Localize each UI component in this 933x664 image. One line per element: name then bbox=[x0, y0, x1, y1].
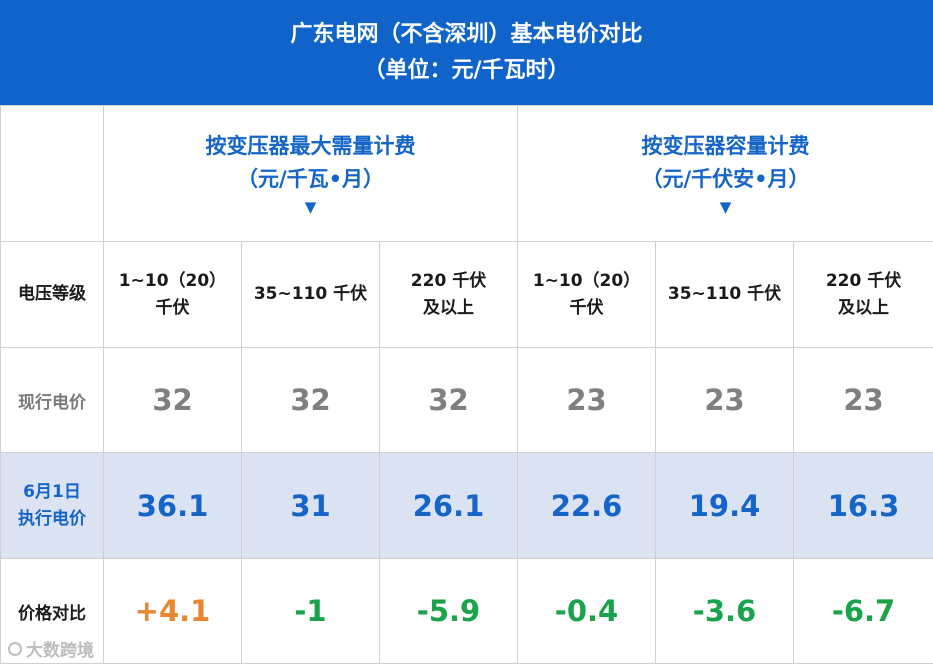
new-price-cell: 26.1 bbox=[378, 452, 519, 559]
price-diff-cell: -6.7 bbox=[793, 558, 933, 664]
voltage-level-label: 电压等级 bbox=[0, 241, 104, 348]
watermark: 大数跨境 bbox=[8, 636, 94, 661]
voltage-header-row: 电压等级 1~10（20） 千伏 35~110 千伏 220 千伏 及以上 1~10… bbox=[0, 241, 933, 348]
voltage-header-cell: 1~10（20） 千伏 bbox=[517, 241, 657, 348]
banner-title: 广东电网（不含深圳）基本电价对比 bbox=[290, 21, 643, 47]
new-price-cell: 16.3 bbox=[793, 452, 933, 559]
watermark-text: 大数跨境 bbox=[26, 641, 94, 661]
group-title: 按变压器容量计费 bbox=[641, 133, 810, 158]
group-title: 按变压器最大需量计费 bbox=[205, 133, 416, 158]
new-price-cell: 19.4 bbox=[655, 452, 795, 559]
row-label-new: 6月1日 执行电价 bbox=[0, 452, 104, 559]
row-label-current: 现行电价 bbox=[0, 347, 104, 453]
price-diff-cell: -3.6 bbox=[655, 558, 795, 664]
price-diff-row: 价格对比 +4.1 -1 -5.9 -0.4 -3.6 -6.7 bbox=[0, 558, 933, 664]
empty-corner-cell bbox=[0, 105, 104, 242]
group-header-row: 按变压器最大需量计费 （元/千瓦•月） ▼ 按变压器容量计费 （元/千伏安•月）… bbox=[0, 105, 933, 242]
current-price-row: 现行电价 32 32 32 23 23 23 bbox=[0, 347, 933, 453]
price-diff-cell: -1 bbox=[241, 558, 380, 664]
voltage-header-cell: 220 千伏 及以上 bbox=[378, 241, 519, 348]
voltage-header-cell: 35~110 千伏 bbox=[655, 241, 795, 348]
current-price-cell: 23 bbox=[517, 347, 657, 453]
price-table: 按变压器最大需量计费 （元/千瓦•月） ▼ 按变压器容量计费 （元/千伏安•月）… bbox=[0, 105, 933, 664]
current-price-cell: 32 bbox=[103, 347, 242, 453]
new-price-cell: 36.1 bbox=[103, 452, 242, 559]
group-header-capacity: 按变压器容量计费 （元/千伏安•月） ▼ bbox=[517, 105, 933, 242]
current-price-cell: 23 bbox=[655, 347, 795, 453]
banner-unit: （单位：元/千瓦时） bbox=[363, 57, 570, 83]
down-arrow-icon: ▼ bbox=[719, 197, 732, 216]
new-price-cell: 22.6 bbox=[517, 452, 657, 559]
voltage-header-cell: 220 千伏 及以上 bbox=[793, 241, 933, 348]
price-diff-cell: -5.9 bbox=[378, 558, 519, 664]
group-header-demand: 按变压器最大需量计费 （元/千瓦•月） ▼ bbox=[102, 105, 519, 242]
down-arrow-icon: ▼ bbox=[304, 197, 317, 216]
group-unit: （元/千瓦•月） bbox=[236, 166, 385, 191]
price-diff-cell: -0.4 bbox=[517, 558, 657, 664]
title-banner: 广东电网（不含深圳）基本电价对比 （单位：元/千瓦时） bbox=[0, 0, 933, 105]
current-price-cell: 32 bbox=[378, 347, 519, 453]
price-diff-cell: +4.1 bbox=[103, 558, 242, 664]
voltage-header-cell: 35~110 千伏 bbox=[241, 241, 380, 348]
voltage-header-cell: 1~10（20） 千伏 bbox=[103, 241, 242, 348]
logo-circle-icon bbox=[8, 641, 22, 656]
current-price-cell: 32 bbox=[241, 347, 380, 453]
group-unit: （元/千伏安•月） bbox=[641, 166, 810, 191]
new-price-row: 6月1日 执行电价 36.1 31 26.1 22.6 19.4 16.3 bbox=[0, 452, 933, 559]
current-price-cell: 23 bbox=[793, 347, 933, 453]
new-price-cell: 31 bbox=[241, 452, 380, 559]
